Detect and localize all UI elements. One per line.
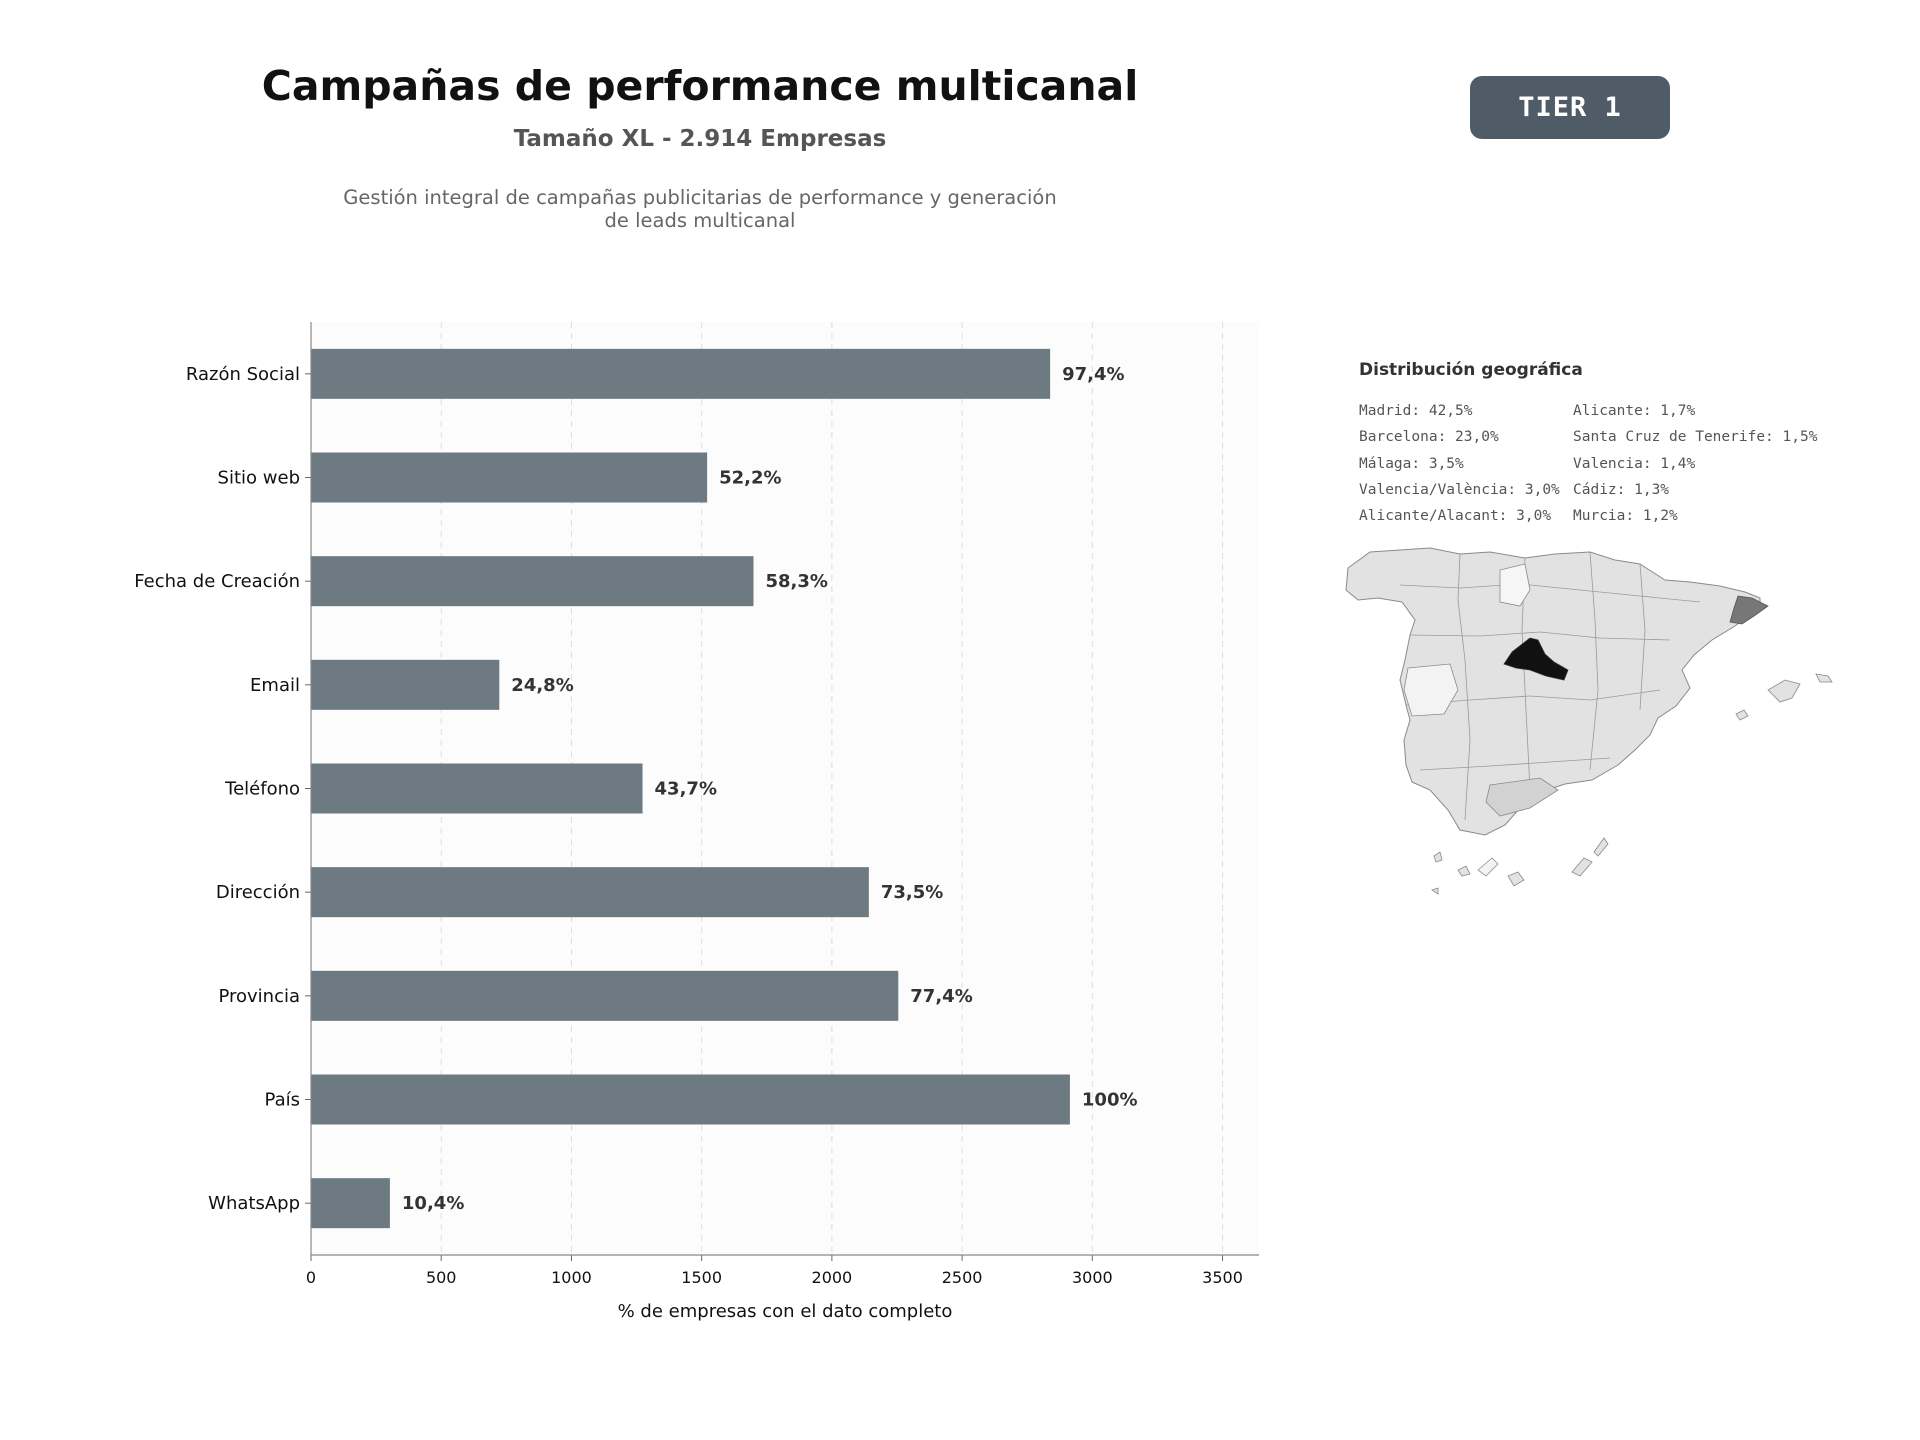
geo-column-2: Alicante: 1,7% Santa Cruz de Tenerife: 1… — [1573, 398, 1817, 529]
barcelona-region — [1729, 595, 1769, 625]
x-tick-label: 2500 — [942, 1268, 983, 1287]
bar — [311, 348, 1051, 399]
mid-province — [1485, 777, 1559, 817]
x-tick-label: 3000 — [1072, 1268, 1113, 1287]
island — [1593, 837, 1609, 857]
tier-badge: TIER 1 — [1470, 76, 1670, 139]
bar — [311, 1178, 390, 1229]
category-label: WhatsApp — [208, 1193, 300, 1214]
x-axis-label: % de empresas con el dato completo — [618, 1301, 953, 1322]
light-province — [1403, 663, 1459, 717]
mallorca — [1767, 679, 1801, 703]
category-label: Teléfono — [224, 779, 300, 800]
data-label: 10,4% — [402, 1193, 464, 1214]
data-label: 100% — [1082, 1090, 1138, 1111]
balearic-islands — [1735, 673, 1833, 721]
menorca — [1815, 673, 1833, 683]
bar — [311, 763, 643, 814]
x-tick-label: 0 — [306, 1268, 316, 1287]
geo-title: Distribución geográfica — [1359, 360, 1583, 380]
island — [1457, 865, 1471, 877]
x-tick-label: 1500 — [681, 1268, 722, 1287]
spain-map — [1345, 547, 1833, 895]
x-tick-label: 2000 — [812, 1268, 853, 1287]
data-label: 97,4% — [1062, 364, 1124, 385]
geo-column-1: Madrid: 42,5% Barcelona: 23,0% Málaga: 3… — [1359, 398, 1560, 529]
bar — [311, 970, 899, 1021]
geo-item: Alicante: 1,7% — [1573, 403, 1696, 419]
province-borders — [1399, 551, 1701, 821]
description-line: Gestión integral de campañas publicitari… — [343, 186, 1057, 209]
x-tick-label: 3500 — [1202, 1268, 1243, 1287]
data-label: 52,2% — [719, 468, 781, 489]
island — [1477, 857, 1499, 877]
geo-item: Madrid: 42,5% — [1359, 403, 1473, 419]
geo-item: Málaga: 3,5% — [1359, 455, 1464, 472]
geo-item: Murcia: 1,2% — [1573, 508, 1678, 525]
geo-item: Santa Cruz de Tenerife: 1,5% — [1573, 429, 1818, 446]
geo-item: Barcelona: 23,0% — [1359, 429, 1499, 446]
geo-item: Valencia/València: 3,0% — [1359, 481, 1560, 498]
geo-item: Alicante/Alacant: 3,0% — [1359, 508, 1552, 525]
x-tick-label: 500 — [426, 1268, 457, 1287]
canary-islands — [1431, 837, 1609, 895]
light-province — [1499, 563, 1531, 607]
bar — [311, 556, 754, 607]
data-label: 58,3% — [765, 571, 827, 592]
category-label: Provincia — [218, 986, 300, 1007]
category-label: Sitio web — [218, 468, 300, 489]
island — [1507, 871, 1525, 887]
island — [1571, 857, 1593, 877]
island — [1433, 851, 1443, 863]
bar — [311, 1074, 1070, 1125]
category-label: Razón Social — [186, 364, 300, 385]
data-label: 77,4% — [910, 986, 972, 1007]
description-line: de leads multicanal — [604, 209, 796, 232]
bar-chart: 0 500 1000 1500 2000 2500 3000 3500 Razón Social… — [134, 322, 1259, 1322]
x-tick-label: 1000 — [551, 1268, 592, 1287]
ibiza — [1735, 709, 1749, 721]
geo-item: Cádiz: 1,3% — [1573, 481, 1670, 498]
category-label: Email — [250, 675, 300, 696]
data-label: 43,7% — [655, 779, 717, 800]
bar — [311, 867, 869, 918]
bar — [311, 659, 500, 710]
category-label: Dirección — [216, 882, 300, 903]
description: Gestión integral de campañas publicitari… — [310, 186, 1090, 232]
bar — [311, 452, 708, 503]
spain-mainland — [1345, 547, 1769, 836]
data-label: 73,5% — [881, 882, 943, 903]
chart-title: Campañas de performance multicanal — [261, 62, 1139, 110]
chart-subtitle: Tamaño XL - 2.914 Empresas — [513, 126, 887, 152]
category-label: País — [265, 1090, 300, 1111]
madrid-region — [1503, 637, 1569, 681]
geo-item: Valencia: 1,4% — [1573, 455, 1696, 472]
island — [1431, 887, 1439, 895]
data-label: 24,8% — [511, 675, 573, 696]
mainland-provinces — [1345, 547, 1761, 836]
category-label: Fecha de Creación — [134, 571, 300, 592]
